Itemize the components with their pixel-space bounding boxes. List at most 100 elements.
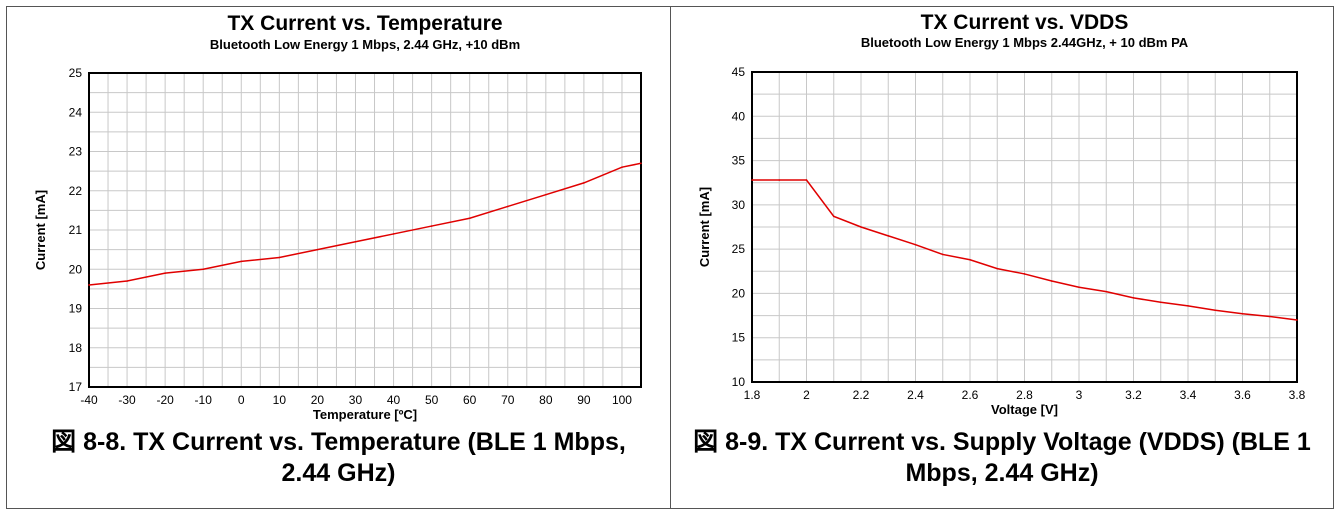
data-point (805, 179, 808, 181)
data-point (621, 166, 623, 168)
x-tick-label: 10 (273, 393, 287, 407)
gridlines (752, 72, 1297, 382)
x-tick-label: -10 (195, 393, 213, 407)
chart-temperature: TX Current vs. Temperature Bluetooth Low … (33, 12, 642, 422)
x-tick-label: -30 (118, 393, 136, 407)
data-point (1214, 309, 1217, 312)
y-tick-label: 30 (732, 198, 746, 212)
data-point (354, 240, 357, 243)
x-tick-label: 3.6 (1234, 388, 1251, 402)
x-axis-label: Voltage [V] (991, 402, 1058, 417)
gridlines (89, 73, 641, 387)
x-tick-label: 80 (539, 393, 553, 407)
chart-panel-vdds: TX Current vs. VDDS Bluetooth Low Energy … (670, 6, 1334, 509)
data-point (583, 182, 585, 184)
x-tick-label: 2.6 (962, 388, 979, 402)
data-point (164, 272, 166, 274)
data-point (860, 226, 862, 228)
chart-panel-temperature: TX Current vs. Temperature Bluetooth Low … (6, 6, 671, 509)
data-point (640, 162, 642, 165)
x-tick-label: 70 (501, 393, 515, 407)
data-point (240, 260, 243, 263)
y-tick-label: 35 (732, 154, 746, 168)
chart-subtitle: Bluetooth Low Energy 1 Mbps, 2.44 GHz, +… (210, 37, 520, 52)
data-point (1105, 290, 1108, 293)
x-axis-label: Temperature [ºC] (313, 407, 417, 422)
y-axis-label: Current [mA] (697, 187, 712, 267)
x-tick-label: 3 (1076, 388, 1083, 402)
y-tick-label: 25 (69, 66, 83, 80)
data-point (1050, 280, 1053, 282)
y-tick-label: 21 (69, 223, 83, 237)
y-tick-label: 40 (732, 109, 746, 123)
data-point (832, 215, 835, 218)
data-point (468, 217, 471, 220)
y-tick-label: 20 (732, 286, 746, 300)
data-point (202, 268, 205, 271)
data-point (1187, 305, 1189, 307)
data-point (126, 280, 128, 282)
y-tick-label: 25 (732, 242, 746, 256)
plot-frame (751, 71, 1298, 383)
y-tick-label: 22 (69, 184, 83, 198)
data-point (316, 248, 319, 251)
series-points (751, 179, 1298, 321)
x-tick-label: 2.2 (853, 388, 870, 402)
y-axis-label: Current [mA] (33, 190, 48, 270)
x-tick-label: 50 (425, 393, 439, 407)
data-point (88, 284, 90, 286)
data-point (430, 225, 433, 227)
series-points (88, 162, 642, 286)
data-point (887, 235, 890, 237)
data-point (914, 243, 917, 246)
x-tick-label: 30 (349, 393, 363, 407)
data-point (941, 253, 944, 256)
y-tick-label: 23 (69, 145, 83, 159)
x-tick-label: -40 (80, 393, 98, 407)
x-tick-label: 2.4 (907, 388, 924, 402)
x-tick-label: 2.8 (1016, 388, 1033, 402)
data-point (1268, 315, 1271, 318)
data-point (969, 258, 971, 261)
series-line (88, 162, 642, 286)
x-tick-label: 1.8 (744, 388, 761, 402)
data-point (545, 193, 547, 196)
y-tick-label: 18 (69, 341, 83, 355)
x-tick-label: 90 (577, 393, 591, 407)
data-point (1159, 301, 1162, 304)
x-tick-label: 3.8 (1289, 388, 1306, 402)
x-tick-label: 0 (238, 393, 245, 407)
data-point (278, 256, 281, 259)
chart-title: TX Current vs. VDDS (921, 11, 1129, 34)
data-point (1023, 273, 1026, 275)
chart-title: TX Current vs. Temperature (227, 12, 502, 35)
plot-frame (88, 72, 642, 388)
data-point (778, 179, 781, 181)
y-tick-label: 17 (69, 380, 83, 394)
y-tick-label: 10 (732, 375, 746, 389)
x-tick-label: 40 (387, 393, 401, 407)
x-tick-label: 60 (463, 393, 477, 407)
figure-caption-vdds: 図 8-9. TX Current vs. Supply Voltage (VD… (693, 428, 1311, 487)
x-tick-label: 3.2 (1125, 388, 1142, 402)
y-tick-label: 15 (732, 331, 746, 345)
y-tick-label: 24 (69, 105, 83, 119)
data-point (506, 205, 509, 208)
y-tick-label: 45 (732, 65, 746, 79)
data-point (1132, 297, 1135, 299)
chart-subtitle: Bluetooth Low Energy 1 Mbps 2.44GHz, + 1… (861, 35, 1189, 50)
data-point (1078, 286, 1080, 289)
data-point (392, 233, 395, 235)
data-point (1296, 319, 1298, 321)
x-tick-label: -20 (156, 393, 174, 407)
x-tick-label: 3.4 (1180, 388, 1197, 402)
x-tick-label: 2 (803, 388, 810, 402)
data-point (1241, 313, 1244, 315)
x-tick-label: 100 (612, 393, 632, 407)
y-tick-label: 19 (69, 302, 83, 316)
x-tick-label: 20 (311, 393, 325, 407)
data-point (996, 267, 999, 270)
y-tick-label: 20 (69, 262, 83, 276)
